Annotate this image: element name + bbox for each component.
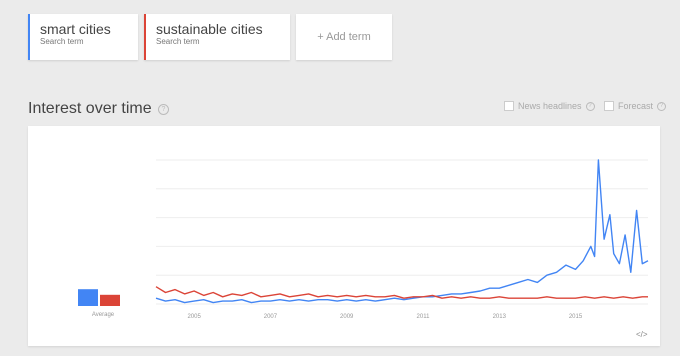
term-title: smart cities [40,21,111,37]
average-bar[interactable] [100,294,120,306]
term-card-sustainable-cities[interactable]: sustainable cities Search term [144,14,290,60]
series-line[interactable] [155,159,649,304]
chart-card [28,126,660,346]
x-tick-label: 2005 [187,314,201,320]
term-title: sustainable cities [156,21,263,37]
news-headlines-checkbox[interactable] [504,101,514,111]
section-title: Interest over time [28,100,152,117]
forecast-label: Forecast [618,101,654,111]
news-headlines-option[interactable]: News headlines ? [504,101,595,111]
news-headlines-label: News headlines [518,101,582,111]
x-tick-label: 2007 [264,314,278,320]
help-icon[interactable]: ? [158,104,169,115]
x-tick-label: 2011 [417,314,431,320]
term-card-smart-cities[interactable]: smart cities Search term [28,14,138,60]
x-tick-label: 2015 [569,314,583,320]
term-subtitle: Search term [40,37,84,46]
x-tick-label: 2009 [340,314,354,320]
term-subtitle: Search term [156,37,200,46]
forecast-option[interactable]: Forecast ? [604,101,667,111]
add-term-button[interactable]: + Add term [296,14,392,60]
average-label: Average [91,312,115,318]
forecast-checkbox[interactable] [604,101,614,111]
share-icon[interactable]: </> [636,330,648,339]
series-line[interactable] [155,286,648,299]
help-icon[interactable]: ? [657,101,667,111]
x-tick-label: 2013 [493,314,507,320]
average-bar[interactable] [78,289,98,306]
help-icon[interactable]: ? [585,101,595,111]
